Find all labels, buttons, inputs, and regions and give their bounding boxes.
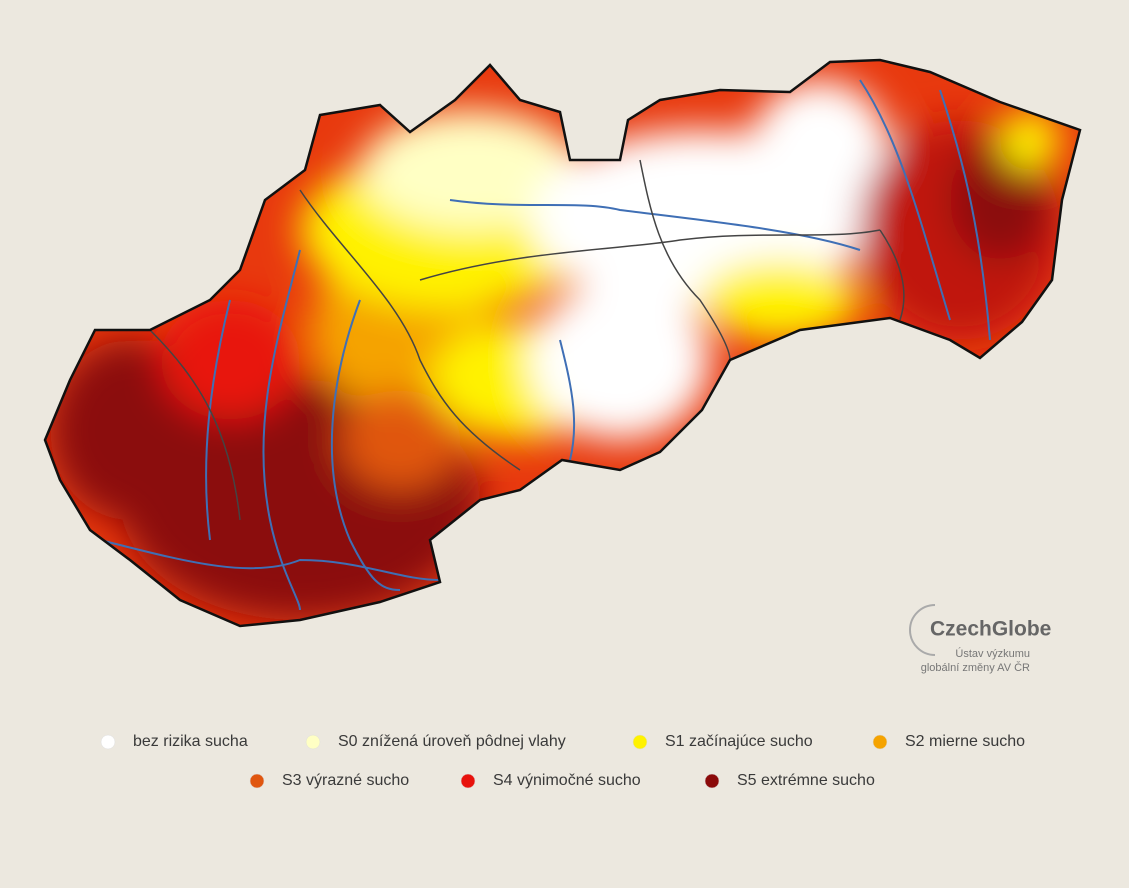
map-fill: [45, 60, 1080, 626]
logo-name: CzechGlobe: [930, 618, 1051, 641]
logo-line: globální změny AV ČR: [921, 661, 1030, 674]
legend-label: S2 mierne sucho: [905, 733, 1025, 750]
legend-swatch: [872, 734, 888, 750]
legend-label: S4 výnimočné sucho: [493, 772, 641, 789]
legend-swatch: [100, 734, 116, 750]
legend-label: S1 začínajúce sucho: [665, 733, 813, 750]
legend-swatch: [460, 773, 476, 789]
legend-swatch: [249, 773, 265, 789]
legend-label: bez rizika sucha: [133, 733, 248, 750]
legend-swatch: [704, 773, 720, 789]
legend-label: S0 znížená úroveň pôdnej vlahy: [338, 733, 566, 750]
legend-swatch: [632, 734, 648, 750]
legend-swatch: [305, 734, 321, 750]
legend-label: S3 výrazné sucho: [282, 772, 409, 789]
borders: [149, 159, 905, 521]
logo-line: Ústav výzkumu: [955, 647, 1030, 660]
logo: CzechGlobe Ústav výzkumu globální změny …: [909, 604, 1051, 674]
legend-label: S5 extrémne sucho: [737, 772, 875, 789]
